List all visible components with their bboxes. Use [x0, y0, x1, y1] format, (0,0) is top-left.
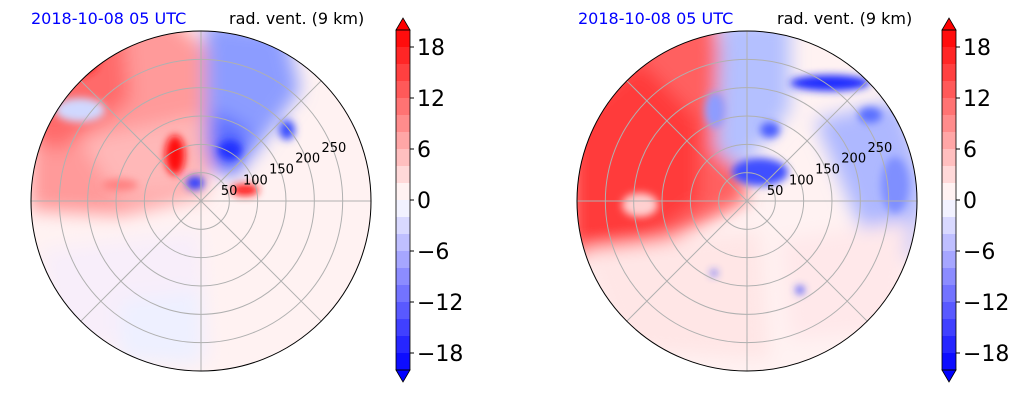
- colorbar-tick-label: −6: [417, 240, 449, 265]
- colorbar-level: [396, 285, 410, 303]
- colorbar-level: [396, 166, 410, 184]
- colorbar-level: [942, 353, 956, 371]
- colorbar-level: [942, 132, 956, 150]
- colorbar-level: [396, 98, 410, 116]
- polar-grid: [577, 31, 917, 371]
- colorbar-level: [942, 319, 956, 337]
- colorbar-left: 18 12 6 0 −6 −12 −18: [395, 17, 463, 383]
- colorbar-level: [396, 30, 410, 48]
- colorbar-level: [396, 81, 410, 99]
- panel-title-variable: rad. vent. (9 km): [777, 9, 912, 28]
- colorbar-level: [942, 336, 956, 354]
- colorbar-tick-label: −12: [963, 291, 1009, 316]
- colorbar-tick-label: −18: [417, 342, 463, 367]
- angular-grid-spoke: [200, 200, 322, 322]
- colorbar-level: [396, 336, 410, 354]
- colorbar-tick-label: 0: [963, 189, 977, 214]
- colorbar-extend-min: [395, 369, 411, 383]
- colorbar-extend-max: [941, 17, 957, 31]
- angular-grid-spoke: [80, 80, 202, 202]
- colorbar-level: [942, 268, 956, 286]
- panel-title-date: 2018-10-08 05 UTC: [31, 9, 186, 28]
- colorbar-level: [396, 47, 410, 65]
- polar-panel-right: 2018-10-08 05 UTC rad. vent. (9 km): [576, 9, 918, 372]
- angular-grid-spoke: [746, 80, 868, 202]
- polar-grid: [31, 31, 371, 371]
- colorbar-level: [942, 285, 956, 303]
- panel-title-variable: rad. vent. (9 km): [229, 9, 364, 28]
- colorbar-level: [942, 234, 956, 252]
- radial-tick-label: 250: [867, 141, 892, 156]
- colorbar-level: [396, 115, 410, 133]
- radial-tick-label: 150: [815, 162, 840, 177]
- colorbar-level: [396, 149, 410, 167]
- radial-tick-label: 50: [221, 184, 238, 199]
- colorbar-level: [942, 64, 956, 82]
- colorbar-tick-label: −12: [417, 291, 463, 316]
- colorbar-level: [396, 319, 410, 337]
- radial-tick-label: 200: [841, 152, 866, 167]
- colorbar-tick-label: 18: [963, 36, 991, 61]
- colorbar-tick-label: 12: [417, 87, 445, 112]
- colorbar-level: [396, 132, 410, 150]
- angular-grid-spoke: [626, 80, 748, 202]
- colorbar-tick-label: 18: [417, 36, 445, 61]
- colorbar-level: [396, 234, 410, 252]
- colorbar-level: [942, 302, 956, 320]
- colorbar-level: [942, 166, 956, 184]
- colorbar-level: [942, 81, 956, 99]
- radial-tick-label: 200: [295, 152, 320, 167]
- radial-tick-label: 100: [789, 173, 814, 188]
- colorbar-extend-max: [395, 17, 411, 31]
- polar-frame: [576, 30, 918, 372]
- colorbar-tick-label: −6: [963, 240, 995, 265]
- colorbar-level: [396, 183, 410, 201]
- panel-title-date: 2018-10-08 05 UTC: [578, 9, 733, 28]
- field-blobs-sharp: [622, 75, 909, 294]
- colorbar-tick-label: 6: [963, 138, 977, 163]
- colorbar-tick-label: 12: [963, 87, 991, 112]
- polar-panel-left: 2018-10-08 05 UTC rad. vent. (9 km): [30, 9, 372, 372]
- colorbar-tick-label: −18: [963, 342, 1009, 367]
- colorbar-level: [942, 217, 956, 235]
- polar-frame: [30, 30, 372, 372]
- radial-tick-label: 100: [243, 173, 268, 188]
- colorbar-level: [942, 30, 956, 48]
- colorbar-level: [942, 149, 956, 167]
- angular-grid-spoke: [746, 200, 868, 322]
- colorbar-right: 18 12 6 0 −6 −12 −18: [941, 17, 1009, 383]
- colorbar-level: [396, 217, 410, 235]
- colorbar-level: [396, 268, 410, 286]
- colorbar-level: [396, 353, 410, 371]
- angular-grid-spoke: [200, 80, 322, 202]
- colorbar-level: [396, 302, 410, 320]
- colorbar-level: [942, 47, 956, 65]
- angular-grid-spoke: [626, 200, 748, 322]
- angular-grid-spoke: [80, 200, 202, 322]
- radial-tick-label: 250: [321, 141, 346, 156]
- colorbar-level: [942, 183, 956, 201]
- colorbar-level: [942, 251, 956, 269]
- colorbar-level: [942, 98, 956, 116]
- radial-tick-label: 50: [767, 184, 784, 199]
- colorbar-tick-label: 6: [417, 138, 431, 163]
- colorbar-extend-min: [941, 369, 957, 383]
- colorbar-level: [396, 64, 410, 82]
- colorbar-level: [942, 200, 956, 218]
- colorbar-level: [396, 251, 410, 269]
- radial-tick-label: 150: [269, 162, 294, 177]
- colorbar-level: [396, 200, 410, 218]
- colorbar-level: [942, 115, 956, 133]
- colorbar-tick-label: 0: [417, 189, 431, 214]
